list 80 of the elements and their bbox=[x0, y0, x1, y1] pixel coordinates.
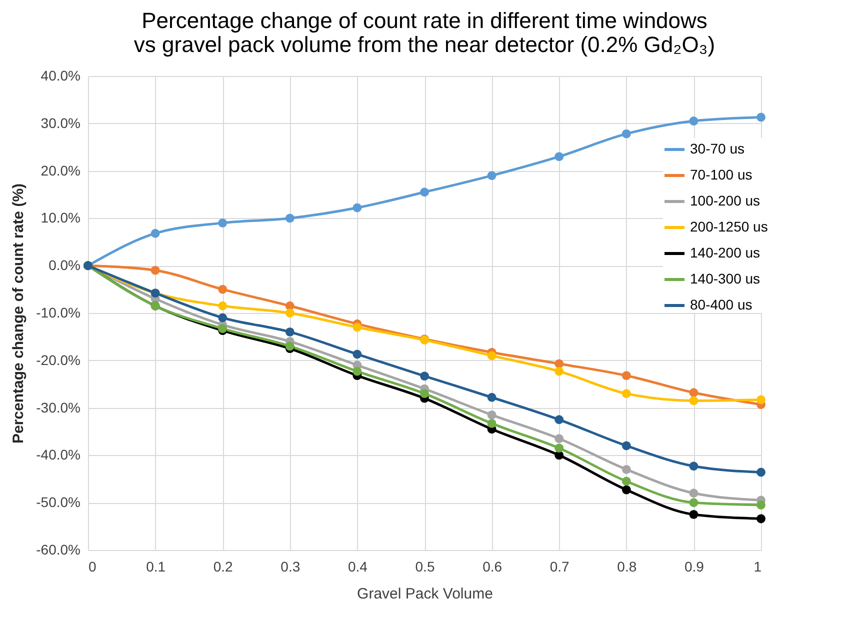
point bbox=[285, 214, 294, 223]
point bbox=[756, 500, 766, 510]
point bbox=[756, 468, 766, 477]
point bbox=[420, 372, 429, 381]
point bbox=[487, 410, 496, 420]
legend-label: 80-400 us bbox=[690, 296, 752, 312]
point bbox=[150, 266, 160, 275]
point bbox=[689, 396, 698, 406]
y-axis-title: Percentage change of count rate (%) bbox=[10, 183, 28, 444]
y-tick-label: -10.0% bbox=[36, 304, 80, 320]
x-axis-title: Gravel Pack Volume bbox=[357, 586, 493, 602]
point bbox=[756, 112, 766, 122]
point bbox=[352, 350, 362, 359]
point bbox=[689, 462, 698, 471]
point bbox=[622, 464, 631, 474]
y-tick-label: -50.0% bbox=[36, 494, 80, 510]
y-tick-label: -20.0% bbox=[36, 352, 80, 368]
x-tick-label: 0.3 bbox=[280, 558, 300, 574]
point bbox=[285, 327, 294, 336]
y-tick-label: 10.0% bbox=[40, 210, 80, 226]
legend-label: 100-200 us bbox=[690, 192, 760, 208]
x-tick-label: 0.9 bbox=[684, 558, 704, 574]
point bbox=[352, 366, 362, 376]
point bbox=[689, 510, 698, 519]
x-tick-label: 0.2 bbox=[213, 558, 234, 574]
point bbox=[285, 308, 294, 318]
point bbox=[487, 392, 496, 402]
point bbox=[622, 371, 631, 380]
point bbox=[487, 418, 496, 428]
point bbox=[285, 342, 294, 351]
legend-label: 140-200 us bbox=[690, 244, 760, 260]
x-tick-label: 0.6 bbox=[482, 558, 502, 574]
y-tick-label: 40.0% bbox=[40, 68, 80, 84]
point bbox=[352, 203, 362, 212]
y-tick-label: 30.0% bbox=[40, 114, 80, 131]
point bbox=[554, 434, 564, 444]
legend-label: 200-1250 us bbox=[690, 218, 768, 234]
point bbox=[150, 228, 160, 238]
point bbox=[218, 284, 228, 294]
point bbox=[622, 129, 631, 138]
legend-label: 30-70 us bbox=[690, 140, 744, 156]
x-tick-label: 0.5 bbox=[415, 558, 435, 574]
point bbox=[622, 389, 631, 398]
point bbox=[622, 476, 631, 486]
point bbox=[689, 116, 698, 126]
point bbox=[487, 351, 496, 360]
point bbox=[622, 485, 631, 494]
x-tick-label: 0.1 bbox=[146, 558, 166, 574]
y-tick-label: -40.0% bbox=[36, 446, 80, 463]
point bbox=[352, 322, 362, 332]
x-tick-label: 0.4 bbox=[348, 558, 368, 574]
point bbox=[554, 359, 564, 368]
point bbox=[487, 171, 496, 180]
point bbox=[689, 388, 698, 398]
y-tick-label: -30.0% bbox=[36, 399, 80, 416]
x-tick-label: 0.8 bbox=[617, 558, 637, 574]
point bbox=[420, 389, 429, 398]
y-tick-label: -60.0% bbox=[36, 542, 80, 558]
point bbox=[218, 301, 228, 310]
point bbox=[218, 313, 228, 322]
point bbox=[689, 488, 698, 498]
point bbox=[554, 415, 564, 424]
point bbox=[218, 218, 228, 228]
x-tick-label: 1 bbox=[754, 558, 762, 574]
text: Percentage change of count rate in different time windows bbox=[142, 8, 708, 33]
point bbox=[420, 188, 429, 197]
text: vs gravel pack volume from the near detector (0.2% Gd₂O₃) bbox=[134, 32, 716, 57]
point bbox=[756, 514, 766, 524]
point bbox=[689, 498, 698, 508]
x-tick-label: 0.7 bbox=[550, 558, 570, 574]
legend-label: 140-300 us bbox=[690, 270, 760, 286]
point bbox=[554, 152, 564, 162]
x-tick-label: 0 bbox=[88, 558, 96, 574]
y-tick-label: 20.0% bbox=[40, 162, 80, 178]
point bbox=[756, 395, 766, 404]
point bbox=[554, 444, 564, 453]
legend-label: 70-100 us bbox=[690, 166, 752, 182]
point bbox=[622, 441, 631, 450]
point bbox=[554, 366, 564, 376]
y-tick-label: 0.0% bbox=[48, 257, 80, 274]
